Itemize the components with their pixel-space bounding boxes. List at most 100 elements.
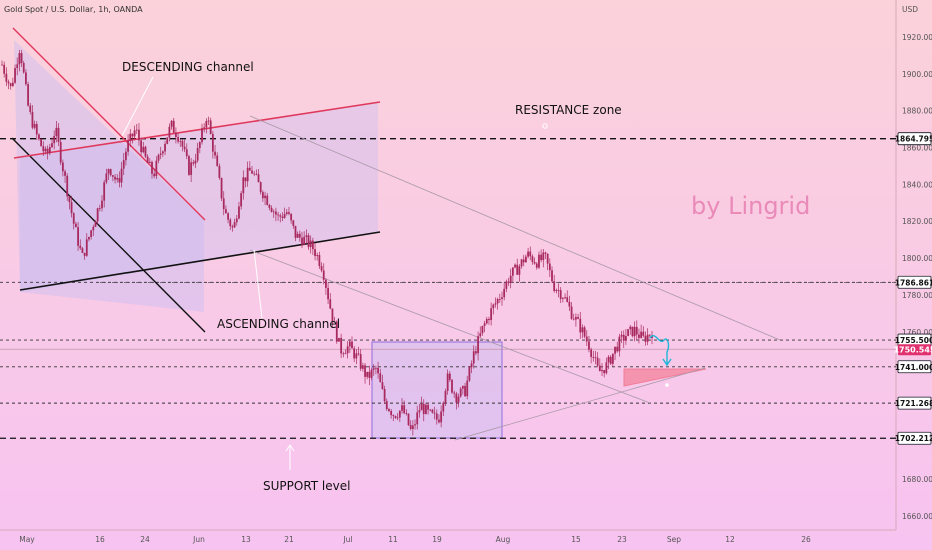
candle-body-2 bbox=[5, 73, 8, 82]
ascending-channel-upper-line bbox=[13, 101, 381, 159]
candle-body-91 bbox=[198, 142, 201, 148]
candle-body-119 bbox=[259, 182, 262, 193]
candle-body-68 bbox=[148, 161, 151, 163]
candle-body-90 bbox=[196, 147, 199, 161]
candle-body-202 bbox=[440, 411, 443, 423]
chart-header-symbol: Gold Spot / U.S. Dollar, 1h, OANDA bbox=[4, 5, 143, 14]
level-badge-label-5: 1702.212 bbox=[895, 434, 932, 443]
candle-body-120 bbox=[261, 192, 264, 199]
candle-body-241 bbox=[525, 256, 527, 263]
candle-body-104 bbox=[227, 213, 229, 220]
candle-body-137 bbox=[298, 233, 301, 238]
level-badge-bg-3 bbox=[897, 360, 932, 374]
candle-body-285 bbox=[620, 334, 623, 337]
candle-body-124 bbox=[270, 207, 273, 212]
candle-body-127 bbox=[277, 214, 279, 216]
candle-body-148 bbox=[322, 270, 325, 280]
candle-body-168 bbox=[366, 371, 369, 377]
candle-body-162 bbox=[353, 348, 356, 359]
candle-body-216 bbox=[470, 363, 473, 368]
candle-body-18 bbox=[40, 139, 43, 147]
candle-body-147 bbox=[320, 266, 323, 271]
candle-body-211 bbox=[459, 388, 462, 397]
candle-body-248 bbox=[540, 254, 543, 261]
candle-body-88 bbox=[192, 162, 195, 164]
candle-body-271 bbox=[590, 349, 593, 357]
candle-body-50 bbox=[109, 169, 112, 176]
candle-body-156 bbox=[340, 337, 343, 354]
descending-channel-zone bbox=[14, 40, 204, 312]
long-trend-line-upper bbox=[249, 115, 781, 341]
candle-body-150 bbox=[327, 287, 329, 300]
candle-body-43 bbox=[94, 221, 97, 227]
candle-body-118 bbox=[257, 174, 260, 183]
ascending-channel-lower-line bbox=[19, 231, 381, 291]
candle-body-233 bbox=[507, 281, 510, 283]
annotation-resistance-zone: RESISTANCE zone bbox=[515, 103, 622, 117]
candle-body-237 bbox=[516, 264, 519, 275]
candle-body-65 bbox=[142, 146, 145, 153]
candle-body-177 bbox=[385, 401, 388, 410]
candle-body-9 bbox=[20, 53, 23, 63]
candle-body-214 bbox=[466, 380, 469, 397]
candle-body-239 bbox=[520, 259, 523, 267]
candle-body-250 bbox=[544, 252, 547, 254]
candle-body-73 bbox=[159, 153, 162, 155]
candle-body-196 bbox=[427, 404, 429, 410]
y-tick-label-8: 1760.00 bbox=[902, 328, 932, 337]
candle-body-62 bbox=[135, 129, 138, 131]
candle-body-288 bbox=[627, 329, 629, 337]
candle-body-17 bbox=[38, 134, 40, 140]
candle-body-15 bbox=[33, 124, 36, 128]
candle-body-231 bbox=[503, 288, 506, 298]
candle-body-165 bbox=[359, 354, 362, 369]
candle-body-25 bbox=[55, 127, 58, 136]
candle-body-261 bbox=[568, 301, 571, 307]
candle-body-74 bbox=[161, 151, 164, 154]
candle-body-282 bbox=[614, 346, 616, 354]
candle-body-77 bbox=[168, 126, 171, 138]
candle-body-44 bbox=[96, 208, 99, 222]
candle-body-102 bbox=[222, 198, 225, 210]
candle-body-169 bbox=[368, 371, 371, 378]
candle-body-138 bbox=[301, 237, 303, 245]
candle-body-3 bbox=[7, 81, 10, 84]
candle-body-173 bbox=[377, 367, 379, 374]
y-tick-label-10: 1660.00 bbox=[902, 512, 932, 521]
candle-body-207 bbox=[451, 379, 453, 393]
descending-channel-pointer bbox=[121, 76, 154, 137]
candle-body-113 bbox=[246, 167, 249, 182]
candle-body-109 bbox=[238, 206, 240, 219]
candle-body-235 bbox=[511, 267, 514, 276]
candle-body-170 bbox=[370, 369, 373, 378]
candle-body-27 bbox=[59, 141, 62, 163]
candle-body-39 bbox=[85, 239, 88, 256]
candle-body-13 bbox=[29, 105, 32, 112]
candle-body-263 bbox=[572, 318, 575, 320]
candle-body-6 bbox=[14, 68, 16, 83]
candle-body-69 bbox=[151, 161, 153, 174]
level-badge-label-0: 1864.795 bbox=[895, 135, 932, 144]
long-trend-line-lower bbox=[249, 249, 651, 404]
candle-body-201 bbox=[438, 419, 440, 423]
candle-body-190 bbox=[414, 424, 416, 426]
candle-body-185 bbox=[403, 405, 406, 414]
candle-body-193 bbox=[420, 403, 423, 411]
candle-body-291 bbox=[633, 326, 636, 337]
y-tick-label-1: 1900.00 bbox=[902, 70, 932, 79]
candle-body-257 bbox=[559, 290, 562, 299]
price-axis: 1920.00 1900.00 1880.00 1860.00 1840.00 1820.… bbox=[902, 33, 932, 521]
candle-body-121 bbox=[264, 195, 266, 199]
candle-body-126 bbox=[275, 211, 277, 215]
candle-body-106 bbox=[231, 226, 234, 228]
candle-body-166 bbox=[361, 365, 364, 369]
x-tick-label-6: Jul bbox=[342, 535, 352, 544]
candle-body-159 bbox=[346, 346, 349, 354]
candle-body-55 bbox=[120, 168, 123, 183]
candle-body-59 bbox=[129, 133, 132, 141]
level-badge-bg-5 bbox=[897, 431, 932, 445]
candle-body-70 bbox=[153, 173, 156, 177]
candle-body-26 bbox=[57, 127, 60, 142]
candle-body-155 bbox=[338, 337, 340, 342]
